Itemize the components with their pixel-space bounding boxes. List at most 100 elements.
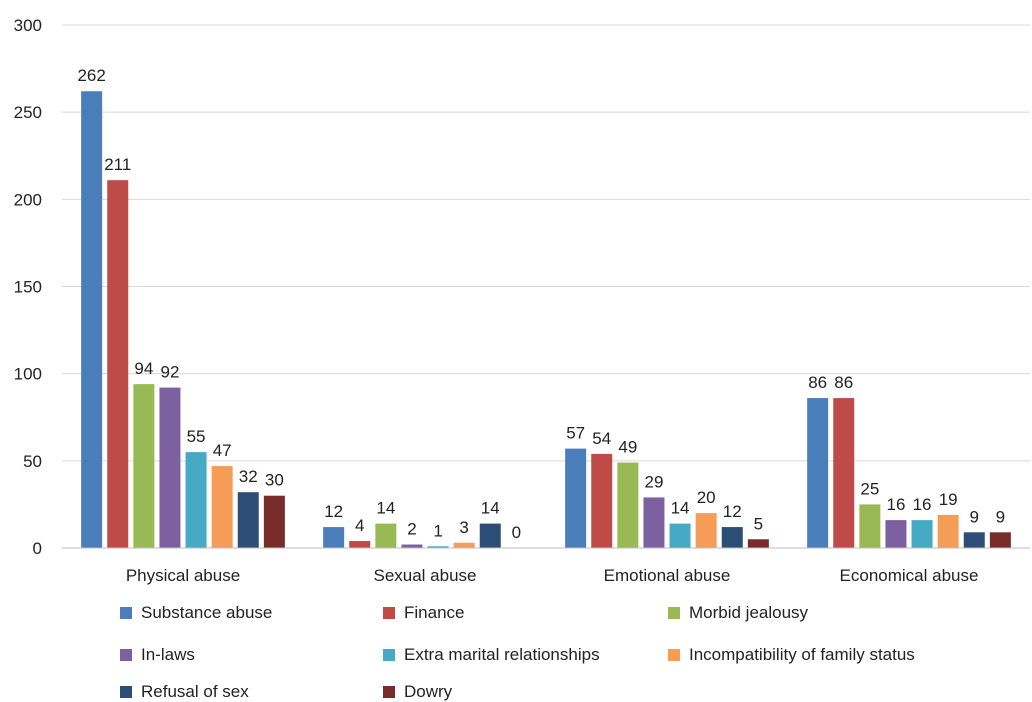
legend-label: Extra marital relationships	[404, 645, 600, 664]
legend-item: Morbid jealousy	[668, 603, 809, 622]
data-label: 16	[886, 495, 905, 514]
bar	[911, 520, 933, 548]
bar	[81, 91, 103, 548]
bar	[349, 541, 371, 548]
category-label: Physical abuse	[126, 566, 240, 585]
bar	[211, 466, 233, 548]
bar	[591, 453, 613, 548]
legend-swatch	[383, 607, 395, 619]
legend-swatch	[383, 686, 395, 698]
data-label: 19	[939, 490, 958, 509]
data-label: 14	[671, 499, 690, 518]
data-label: 86	[834, 373, 853, 392]
data-label: 86	[808, 373, 827, 392]
data-label: 30	[265, 471, 284, 490]
y-axis: 0 50 100 150 200 250 300	[14, 16, 42, 558]
data-label: 0	[512, 523, 521, 542]
bar	[185, 452, 207, 548]
legend: Substance abuse Finance Morbid jealousy In-…	[120, 603, 915, 701]
bar	[989, 532, 1011, 548]
bar	[963, 532, 985, 548]
data-label: 2	[407, 520, 416, 539]
y-tick-label: 100	[14, 365, 42, 384]
legend-label: Refusal of sex	[141, 682, 249, 701]
legend-label: Dowry	[404, 682, 453, 701]
data-label: 49	[618, 438, 637, 457]
data-label: 3	[459, 518, 468, 537]
bar	[133, 384, 155, 548]
data-label: 1	[433, 521, 442, 540]
y-tick-label: 300	[14, 16, 42, 35]
bar	[375, 523, 397, 548]
gridlines	[62, 24, 1030, 462]
y-tick-label: 200	[14, 190, 42, 209]
bar	[747, 539, 769, 548]
y-tick-label: 50	[23, 452, 42, 471]
category-label: Emotional abuse	[604, 566, 731, 585]
bar	[721, 527, 743, 548]
legend-item: Finance	[383, 603, 464, 622]
legend-label: Substance abuse	[141, 603, 272, 622]
bar	[643, 497, 665, 548]
bar	[263, 495, 285, 548]
y-tick-label: 0	[33, 539, 42, 558]
bar	[669, 523, 691, 548]
legend-item: Refusal of sex	[120, 682, 249, 701]
x-axis: Physical abuse Sexual abuse Emotional abus…	[62, 547, 1030, 585]
bar	[617, 462, 639, 548]
bar	[401, 544, 423, 548]
data-label: 29	[644, 472, 663, 491]
bar	[885, 520, 907, 548]
bar	[107, 180, 129, 548]
bar	[479, 523, 501, 548]
data-label: 94	[134, 359, 153, 378]
bar	[237, 492, 259, 548]
y-tick-label: 250	[14, 103, 42, 122]
data-label: 92	[160, 363, 179, 382]
legend-swatch	[383, 649, 395, 661]
bar	[159, 387, 181, 548]
data-label: 32	[239, 467, 258, 486]
data-label: 4	[355, 516, 364, 535]
data-label: 57	[566, 424, 585, 443]
legend-label: Incompatibility of family status	[689, 645, 915, 664]
legend-swatch	[668, 649, 680, 661]
category-label: Economical abuse	[840, 566, 979, 585]
legend-item: In-laws	[120, 645, 195, 664]
bars	[81, 91, 1011, 548]
legend-item: Extra marital relationships	[383, 645, 600, 664]
data-label: 20	[697, 488, 716, 507]
legend-swatch	[120, 686, 132, 698]
y-tick-label: 150	[14, 278, 42, 297]
bar	[695, 513, 717, 548]
data-label: 25	[860, 479, 879, 498]
data-label: 47	[213, 441, 232, 460]
data-label: 9	[970, 507, 979, 526]
data-label: 9	[996, 507, 1005, 526]
legend-swatch	[668, 607, 680, 619]
bar	[565, 448, 587, 548]
data-label: 16	[913, 495, 932, 514]
data-label: 55	[187, 427, 206, 446]
legend-label: In-laws	[141, 645, 195, 664]
legend-label: Finance	[404, 603, 464, 622]
data-label: 12	[723, 502, 742, 521]
bar	[937, 514, 959, 548]
data-label: 5	[754, 514, 763, 533]
data-label: 14	[481, 499, 500, 518]
data-label: 54	[592, 429, 611, 448]
legend-item: Substance abuse	[120, 603, 272, 622]
legend-swatch	[120, 649, 132, 661]
legend-item: Incompatibility of family status	[668, 645, 915, 664]
legend-swatch	[120, 607, 132, 619]
bar	[859, 504, 881, 548]
legend-item: Dowry	[383, 682, 453, 701]
data-label: 262	[77, 66, 105, 85]
bar	[427, 546, 449, 548]
data-label: 14	[376, 499, 395, 518]
bar	[807, 398, 829, 548]
bar	[833, 398, 855, 548]
legend-label: Morbid jealousy	[689, 603, 809, 622]
